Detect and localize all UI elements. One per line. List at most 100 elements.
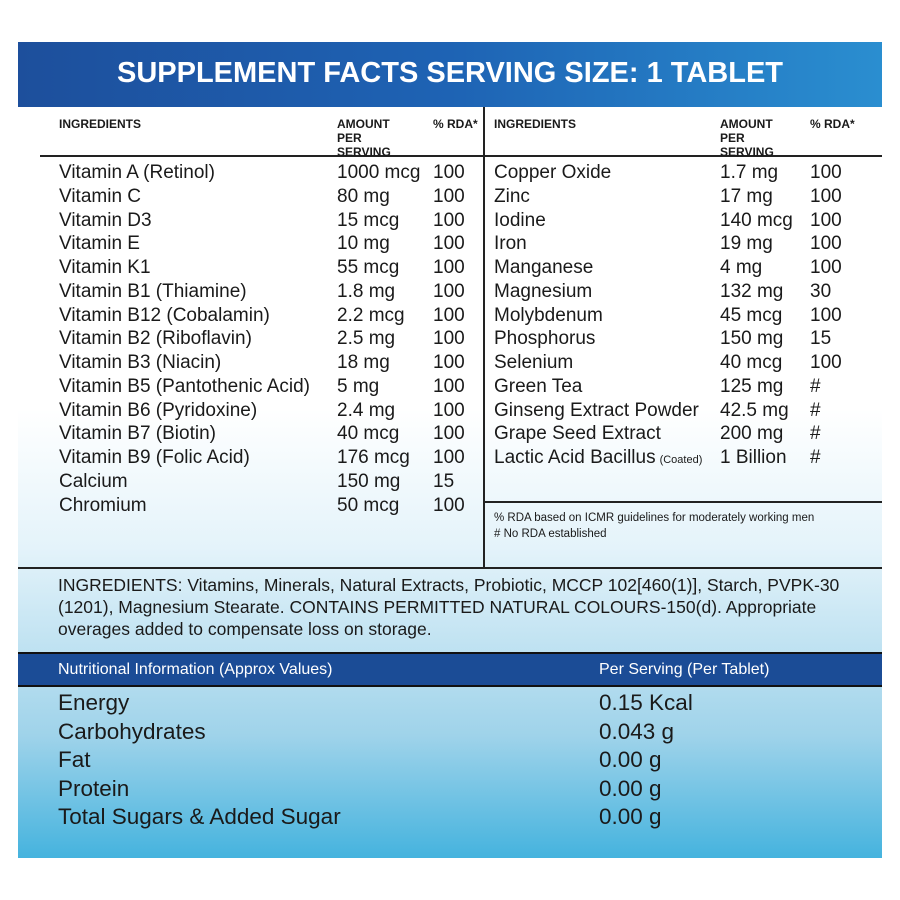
rda: 100 bbox=[433, 280, 465, 302]
label: SUPPLEMENT FACTS SERVING SIZE: 1 TABLET … bbox=[18, 42, 882, 858]
amount: 10 mg bbox=[337, 233, 390, 255]
nutrition-value: 0.00 g bbox=[599, 747, 662, 772]
amount: 1000 mcg bbox=[337, 162, 421, 183]
rda: 100 bbox=[810, 257, 842, 278]
amount: 1.7 mg bbox=[720, 162, 779, 183]
ingredient-name: Grape Seed Extract bbox=[494, 423, 661, 445]
amount: 2.5 mg bbox=[337, 328, 396, 350]
footnote: % RDA based on ICMR guidelines for moder… bbox=[494, 512, 815, 524]
rda: # bbox=[810, 399, 821, 421]
rda: 100 bbox=[433, 209, 465, 231]
rda: 100 bbox=[810, 209, 842, 231]
column-header: INGREDIENTS bbox=[494, 117, 577, 131]
nutrition-value: 0.00 g bbox=[599, 804, 662, 829]
notes-rule bbox=[484, 501, 882, 503]
ingredient-name: Molybdenum bbox=[494, 304, 603, 326]
column-header: INGREDIENTS bbox=[59, 117, 142, 131]
nutrition-name: Protein bbox=[58, 775, 130, 801]
ingredient-name: Iodine bbox=[494, 209, 546, 231]
ingredient-name: Ginseng Extract Powder bbox=[494, 399, 699, 421]
nutrition-value: 0.043 g bbox=[599, 718, 675, 744]
rda: 100 bbox=[433, 352, 465, 373]
ingredient-name: Vitamin D3 bbox=[59, 209, 152, 231]
nutrition-column-header: Per Serving (Per Tablet) bbox=[599, 661, 770, 678]
amount: 150 mg bbox=[720, 328, 784, 350]
amount: 45 mcg bbox=[720, 304, 783, 326]
amount: 19 mg bbox=[720, 233, 773, 255]
rda: 100 bbox=[433, 233, 465, 255]
ingredient-name: Calcium bbox=[59, 470, 128, 492]
nutrition-value: 0.15 Kcal bbox=[599, 690, 693, 715]
amount: 18 mg bbox=[337, 352, 390, 373]
rda: 100 bbox=[433, 494, 465, 516]
nutrition-name: Carbohydrates bbox=[58, 718, 206, 744]
nutrition-name: Total Sugars & Added Sugar bbox=[58, 804, 341, 829]
ingredient-note: (Coated) bbox=[659, 454, 703, 466]
amount: 17 mg bbox=[720, 185, 773, 207]
rda: 100 bbox=[433, 185, 465, 207]
ingredient-name: Zinc bbox=[494, 185, 530, 207]
column-divider bbox=[483, 107, 485, 567]
ingredient-name: Lactic Acid Bacillus bbox=[494, 447, 656, 468]
ingredient-name: Vitamin C bbox=[59, 185, 142, 207]
rda: 30 bbox=[810, 280, 832, 302]
rda: 100 bbox=[810, 304, 842, 326]
amount: 150 mg bbox=[337, 470, 401, 492]
nutrition-name: Fat bbox=[58, 747, 91, 772]
amount: 40 mcg bbox=[720, 352, 783, 373]
rda: 100 bbox=[810, 233, 842, 255]
amount: 200 mg bbox=[720, 423, 784, 445]
rda: 100 bbox=[433, 328, 465, 350]
rda: 100 bbox=[810, 185, 842, 207]
ingredient-name: Vitamin K1 bbox=[59, 257, 151, 278]
amount: 15 mcg bbox=[337, 209, 400, 231]
amount: 2.4 mg bbox=[337, 399, 396, 421]
title: SUPPLEMENT FACTS SERVING SIZE: 1 TABLET bbox=[18, 42, 882, 107]
ingredient-name: Manganese bbox=[494, 257, 594, 278]
rda: 100 bbox=[810, 352, 842, 373]
rda: # bbox=[810, 447, 821, 468]
nutrition-header: Nutritional Information (Approx Values) P… bbox=[18, 652, 882, 687]
amount: 176 mcg bbox=[337, 447, 410, 468]
amount: 80 mg bbox=[337, 185, 390, 207]
amount: 1.8 mg bbox=[337, 280, 396, 302]
amount: 2.2 mcg bbox=[337, 304, 405, 326]
rda: 100 bbox=[433, 162, 465, 183]
ingredient-name: Green Tea bbox=[494, 375, 583, 397]
ingredient-name: Vitamin A (Retinol) bbox=[59, 162, 215, 183]
nutrition-value: 0.00 g bbox=[599, 775, 662, 801]
column-header: % RDA* bbox=[810, 117, 855, 131]
section-rule bbox=[18, 567, 882, 569]
ingredient-name: Vitamin B2 (Riboflavin) bbox=[59, 328, 252, 350]
amount: 50 mcg bbox=[337, 494, 400, 516]
ingredient-name: Vitamin B1 (Thiamine) bbox=[59, 280, 247, 302]
column-header: % RDA* bbox=[433, 117, 478, 131]
rda: # bbox=[810, 375, 821, 397]
ingredient-name: Vitamin B6 (Pyridoxine) bbox=[59, 399, 258, 421]
amount: 140 mcg bbox=[720, 209, 793, 231]
amount: 42.5 mg bbox=[720, 399, 789, 421]
amount: 5 mg bbox=[337, 375, 380, 397]
ingredient-name: Phosphorus bbox=[494, 328, 596, 350]
ingredients-text: INGREDIENTS: Vitamins, Minerals, Natural… bbox=[58, 575, 840, 639]
rda: 15 bbox=[810, 328, 832, 350]
ingredient-name: Vitamin B12 (Cobalamin) bbox=[59, 304, 270, 326]
ingredient-name: Vitamin B3 (Niacin) bbox=[59, 352, 222, 373]
footnote: # No RDA established bbox=[494, 528, 607, 540]
ingredient-name: Chromium bbox=[59, 494, 147, 516]
rda: # bbox=[810, 423, 821, 445]
rda: 100 bbox=[433, 304, 465, 326]
ingredient-name: Vitamin B5 (Pantothenic Acid) bbox=[59, 375, 311, 397]
rda: 100 bbox=[810, 162, 842, 183]
rda: 100 bbox=[433, 257, 465, 278]
amount: 132 mg bbox=[720, 280, 784, 302]
ingredient-name: Vitamin B9 (Folic Acid) bbox=[59, 447, 250, 468]
amount: 55 mcg bbox=[337, 257, 400, 278]
amount: 125 mg bbox=[720, 375, 784, 397]
amount: 40 mcg bbox=[337, 423, 400, 445]
ingredient-name: Lactic Acid Bacillus (Coated) bbox=[494, 447, 702, 471]
ingredient-name: Magnesium bbox=[494, 280, 593, 302]
ingredient-name: Selenium bbox=[494, 352, 574, 373]
nutrition-column-header: Nutritional Information (Approx Values) bbox=[58, 661, 333, 678]
